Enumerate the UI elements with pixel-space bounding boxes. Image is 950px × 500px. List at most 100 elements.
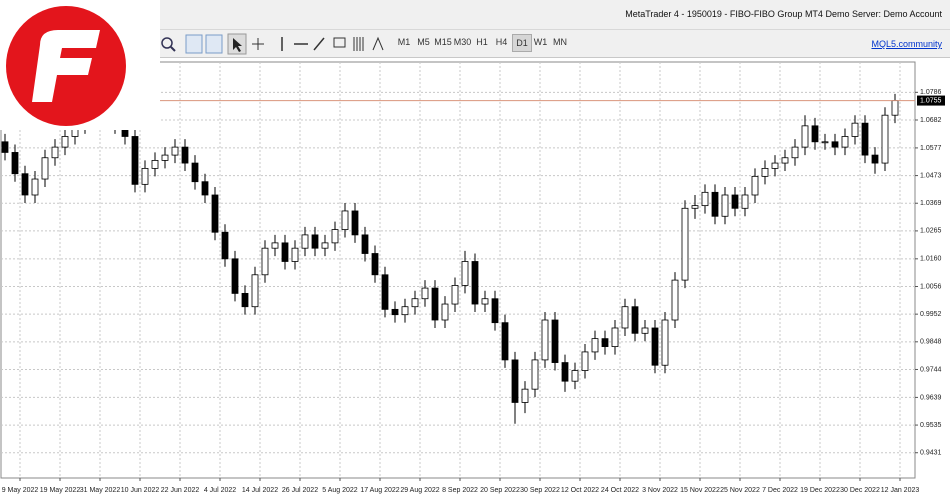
candle-body <box>711 191 719 217</box>
candle-body <box>401 306 409 316</box>
candle-body <box>471 261 479 305</box>
x-tick-label: 9 May 2022 <box>2 487 39 494</box>
candle <box>751 168 759 203</box>
candle-body <box>591 338 599 353</box>
x-tick-label: 14 Jul 2022 <box>242 487 278 494</box>
y-tick-label: 1.0682 <box>920 117 942 124</box>
logo <box>0 0 160 130</box>
candle <box>791 139 799 166</box>
y-tick-label: 0.9952 <box>920 311 942 318</box>
timeframe-button[interactable]: W1 <box>533 37 548 47</box>
autoscroll-btn[interactable] <box>185 34 203 54</box>
candle-body <box>541 319 549 361</box>
shapes-icon[interactable] <box>372 36 384 51</box>
candle-body <box>171 146 179 156</box>
candle <box>61 128 69 156</box>
candle-body <box>581 351 589 371</box>
candle <box>501 314 509 368</box>
x-tick-label: 25 Nov 2022 <box>720 487 760 494</box>
y-tick-label: 1.0056 <box>920 283 942 290</box>
candle <box>201 173 209 203</box>
candle <box>601 330 609 355</box>
candle <box>511 351 519 424</box>
candle <box>241 285 249 315</box>
cursor-icon <box>233 38 242 52</box>
timeframe-button[interactable]: M15 <box>434 37 452 47</box>
y-tick-label: 0.9639 <box>920 394 942 401</box>
candle-body <box>561 362 569 382</box>
candle-body <box>761 167 769 177</box>
candle-body <box>651 327 659 366</box>
candle <box>661 312 669 374</box>
candle <box>691 194 699 219</box>
candle <box>321 234 329 257</box>
candle-body <box>461 261 469 286</box>
fibo-icon[interactable] <box>353 37 364 51</box>
candle-body <box>331 229 339 244</box>
candle-body <box>621 306 629 329</box>
candle-body <box>601 338 609 348</box>
candle-body <box>671 279 679 321</box>
shift-btn[interactable] <box>205 34 223 54</box>
x-tick-label: 26 Jul 2022 <box>282 487 318 494</box>
y-tick-label: 0.9431 <box>920 450 942 457</box>
x-tick-label: 20 Sep 2022 <box>480 487 520 494</box>
y-tick-label: 0.9535 <box>920 422 942 429</box>
candle-body <box>801 125 809 148</box>
y-tick-label: 1.0160 <box>920 256 942 263</box>
timeframe-button[interactable]: D1 <box>512 34 532 52</box>
candle-body <box>311 234 319 249</box>
candle <box>741 187 749 217</box>
toolbar-icons <box>161 33 384 55</box>
x-tick-label: 19 May 2022 <box>40 487 81 494</box>
text-icon[interactable] <box>333 37 346 48</box>
candle <box>861 115 869 164</box>
crosshair-icon[interactable] <box>252 38 264 50</box>
candle-body <box>611 327 619 348</box>
x-tick-label: 31 May 2022 <box>80 487 121 494</box>
candle <box>481 290 489 313</box>
candle <box>331 221 339 251</box>
candle <box>1 133 9 161</box>
mql5-link[interactable]: MQL5.community <box>871 39 942 49</box>
candle-body <box>691 205 699 209</box>
candle <box>21 165 29 203</box>
candle-body <box>511 359 519 403</box>
candle <box>431 280 439 328</box>
candle <box>611 320 619 355</box>
logo-letter <box>32 30 100 102</box>
candle-body <box>491 298 499 324</box>
candle <box>771 155 779 177</box>
candle-body <box>741 194 749 209</box>
timeframe-button[interactable]: M30 <box>453 37 472 47</box>
candle <box>31 171 39 203</box>
trendline-icon[interactable] <box>313 37 325 51</box>
candle <box>131 128 139 193</box>
zoom-icon[interactable] <box>161 37 173 49</box>
timeframe-button[interactable]: MN <box>553 37 567 47</box>
candle-body <box>791 146 799 159</box>
candle-body <box>261 247 269 276</box>
candle-body <box>701 191 709 207</box>
timeframe-button[interactable]: H1 <box>476 37 488 47</box>
candle-body <box>771 162 779 169</box>
candle <box>181 139 189 172</box>
timeframe-button[interactable]: H4 <box>495 37 508 47</box>
candle <box>821 133 829 150</box>
candle <box>491 290 499 331</box>
candle-body <box>411 298 419 308</box>
candle <box>701 184 709 214</box>
timeframe-button[interactable]: M5 <box>417 37 430 47</box>
x-tick-label: 15 Nov 2022 <box>680 487 720 494</box>
candle <box>621 298 629 336</box>
x-tick-label: 17 Aug 2022 <box>360 487 399 494</box>
candle-body <box>281 242 289 262</box>
candle-body <box>1 141 9 153</box>
candle-body <box>731 194 739 209</box>
x-tick-label: 5 Aug 2022 <box>322 487 358 494</box>
timeframe-button[interactable]: M1 <box>397 37 411 47</box>
candle <box>841 128 849 156</box>
y-tick-label: 0.9744 <box>920 366 942 373</box>
candle <box>851 115 859 145</box>
candle <box>161 147 169 169</box>
